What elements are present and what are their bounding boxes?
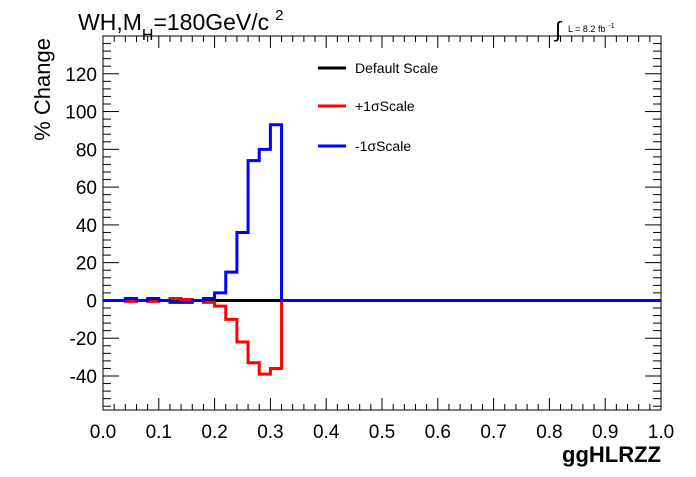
legend-label-2: -1σScale <box>355 138 411 154</box>
title-rest: =180GeV/c <box>153 9 269 35</box>
x-tick-label: 0.2 <box>201 422 227 443</box>
legend-label-1: +1σScale <box>355 98 415 114</box>
x-tick-label: 0.0 <box>90 422 116 443</box>
x-tick-label: 0.3 <box>257 422 283 443</box>
x-tick-label: 0.4 <box>313 422 340 443</box>
x-axis-title: ggHLRZZ <box>562 442 661 467</box>
series-line-1 <box>103 297 661 376</box>
y-tick-label: 80 <box>76 140 97 161</box>
legend: Default Scale +1σScale -1σScale <box>318 60 438 154</box>
luminosity-label: ∫ L = 8.2 fb -1 <box>553 17 615 42</box>
integral-sign: ∫ <box>553 17 563 42</box>
x-tick-label: 1.0 <box>648 422 674 443</box>
plot-frame <box>102 35 662 411</box>
lumi-text: L = 8.2 fb <box>568 24 605 34</box>
x-tick-label: 0.1 <box>146 422 172 443</box>
x-tick-label: 0.8 <box>536 422 562 443</box>
y-tick-label: 0 <box>86 291 97 312</box>
legend-label-0: Default Scale <box>355 60 438 76</box>
y-tick-label: -40 <box>70 367 97 388</box>
x-tick-label: 0.5 <box>369 422 395 443</box>
lumi-superscript: -1 <box>608 23 614 30</box>
y-tick-label: 60 <box>76 178 97 199</box>
y-tick-label: -20 <box>70 329 97 350</box>
svg-text:L = 8.2 fb-1: L = 8.2 fb -1 <box>568 23 615 34</box>
series-line-2 <box>103 123 661 304</box>
title-main: WH,M <box>78 9 142 35</box>
y-tick-label: 100 <box>65 103 97 124</box>
x-tick-label: 0.6 <box>425 422 451 443</box>
y-tick-label: 40 <box>76 216 97 237</box>
y-tick-label: 120 <box>65 65 97 86</box>
series-layer <box>103 123 661 376</box>
y-axis-title: % Change <box>30 38 55 141</box>
y-tick-label: 20 <box>76 254 97 275</box>
x-tick-label: 0.7 <box>480 422 506 443</box>
x-tick-label: 0.9 <box>592 422 618 443</box>
title-superscript: 2 <box>275 7 283 24</box>
axes: 0.0 0.1 0.2 0.3 0.4 0.5 0.6 0.7 0.8 0.9 1.0 -40 -20 0… <box>65 36 674 443</box>
